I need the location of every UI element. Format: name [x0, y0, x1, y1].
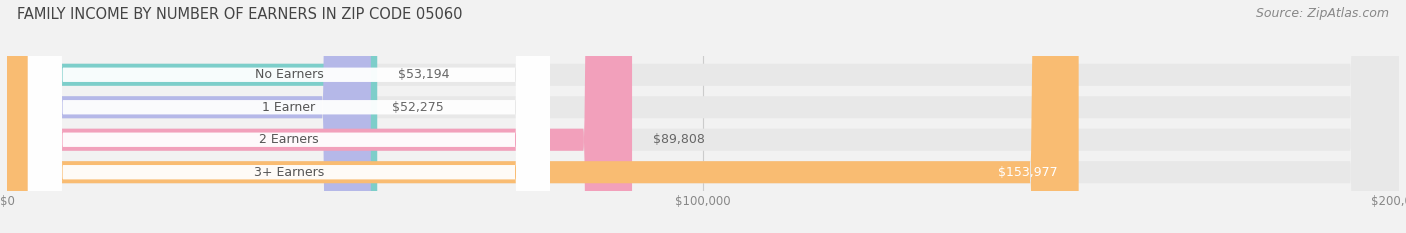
Text: $53,194: $53,194 [398, 68, 450, 81]
FancyBboxPatch shape [28, 0, 550, 233]
Text: Source: ZipAtlas.com: Source: ZipAtlas.com [1256, 7, 1389, 20]
Text: $52,275: $52,275 [392, 101, 443, 114]
FancyBboxPatch shape [7, 0, 377, 233]
Text: $89,808: $89,808 [652, 133, 704, 146]
FancyBboxPatch shape [7, 0, 1078, 233]
FancyBboxPatch shape [7, 0, 633, 233]
Text: No Earners: No Earners [254, 68, 323, 81]
Text: FAMILY INCOME BY NUMBER OF EARNERS IN ZIP CODE 05060: FAMILY INCOME BY NUMBER OF EARNERS IN ZI… [17, 7, 463, 22]
FancyBboxPatch shape [7, 0, 1399, 233]
FancyBboxPatch shape [28, 0, 550, 233]
FancyBboxPatch shape [7, 0, 1399, 233]
FancyBboxPatch shape [28, 0, 550, 233]
Text: 2 Earners: 2 Earners [259, 133, 319, 146]
FancyBboxPatch shape [7, 0, 1399, 233]
FancyBboxPatch shape [28, 0, 550, 233]
Text: 1 Earner: 1 Earner [263, 101, 315, 114]
Text: 3+ Earners: 3+ Earners [253, 166, 323, 179]
Text: $153,977: $153,977 [998, 166, 1057, 179]
FancyBboxPatch shape [7, 0, 1399, 233]
FancyBboxPatch shape [7, 0, 371, 233]
